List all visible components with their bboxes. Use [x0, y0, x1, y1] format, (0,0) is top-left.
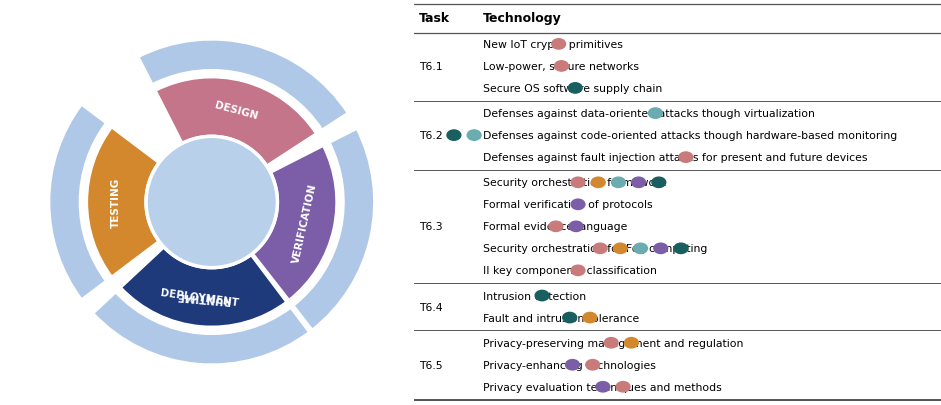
Circle shape: [554, 62, 568, 72]
Text: Fault and intrusion tolerance: Fault and intrusion tolerance: [483, 313, 639, 323]
Text: T6.3: T6.3: [420, 222, 443, 232]
Circle shape: [614, 243, 628, 254]
Circle shape: [678, 153, 693, 163]
Text: II key components classification: II key components classification: [483, 266, 657, 276]
Text: Low-power, secure networks: Low-power, secure networks: [483, 62, 639, 72]
Text: T6.1: T6.1: [420, 62, 443, 72]
Circle shape: [631, 178, 646, 188]
Wedge shape: [87, 127, 159, 278]
Text: T6.4: T6.4: [420, 302, 443, 312]
Circle shape: [648, 109, 662, 119]
Circle shape: [625, 338, 638, 348]
Wedge shape: [155, 77, 317, 167]
Text: DESIGN: DESIGN: [214, 100, 259, 121]
Circle shape: [596, 382, 610, 392]
Circle shape: [569, 222, 583, 232]
Circle shape: [568, 83, 582, 94]
Text: T6.2: T6.2: [420, 131, 443, 141]
Text: Privacy evaluation techniques and methods: Privacy evaluation techniques and method…: [483, 382, 722, 392]
Wedge shape: [120, 247, 287, 328]
Circle shape: [563, 313, 577, 323]
Circle shape: [467, 131, 481, 141]
Wedge shape: [137, 40, 348, 131]
Text: Defenses against code-oriented attacks though hardware-based monitoring: Defenses against code-oriented attacks t…: [483, 131, 898, 141]
Wedge shape: [92, 292, 298, 365]
Wedge shape: [252, 146, 337, 301]
Text: VERIFICATION: VERIFICATION: [292, 182, 319, 264]
Circle shape: [447, 131, 461, 141]
Circle shape: [583, 313, 597, 323]
Circle shape: [566, 360, 580, 370]
Text: Formal verification of protocols: Formal verification of protocols: [483, 200, 653, 210]
Circle shape: [571, 178, 585, 188]
Text: Security orchestration for Fog computing: Security orchestration for Fog computing: [483, 244, 708, 254]
Wedge shape: [49, 104, 107, 301]
Circle shape: [585, 360, 599, 370]
Circle shape: [674, 243, 688, 254]
Text: Formal evidence language: Formal evidence language: [483, 222, 628, 232]
Text: Intrusion detection: Intrusion detection: [483, 291, 586, 301]
Circle shape: [604, 338, 618, 348]
Text: Privacy-preserving management and regulation: Privacy-preserving management and regula…: [483, 338, 743, 348]
Text: RUNTIME: RUNTIME: [176, 290, 231, 305]
Circle shape: [551, 40, 566, 50]
Wedge shape: [120, 247, 279, 328]
Wedge shape: [92, 292, 310, 365]
Text: Task: Task: [420, 13, 451, 26]
Circle shape: [593, 243, 607, 254]
Circle shape: [633, 243, 647, 254]
Text: TESTING: TESTING: [111, 177, 121, 228]
Text: Secure OS software supply chain: Secure OS software supply chain: [483, 84, 662, 94]
Text: Defenses against data-oriented attacks though virtualization: Defenses against data-oriented attacks t…: [483, 109, 815, 119]
Circle shape: [591, 178, 605, 188]
Circle shape: [571, 266, 585, 276]
Circle shape: [146, 137, 278, 268]
Text: T6.5: T6.5: [420, 360, 443, 370]
Circle shape: [535, 291, 549, 301]
Circle shape: [654, 243, 668, 254]
Wedge shape: [293, 129, 375, 331]
Circle shape: [652, 178, 665, 188]
Text: DEPLOYMENT: DEPLOYMENT: [160, 287, 239, 307]
Text: New IoT crypto primitives: New IoT crypto primitives: [483, 40, 623, 50]
Circle shape: [571, 200, 585, 210]
Text: Defenses against fault injection attacks for present and future devices: Defenses against fault injection attacks…: [483, 153, 868, 163]
Text: Security orchestration framework: Security orchestration framework: [483, 178, 666, 188]
Circle shape: [612, 178, 626, 188]
Text: Privacy-enhancing technologies: Privacy-enhancing technologies: [483, 360, 656, 370]
Circle shape: [549, 222, 563, 232]
Text: Technology: Technology: [483, 13, 562, 26]
Circle shape: [616, 382, 630, 392]
